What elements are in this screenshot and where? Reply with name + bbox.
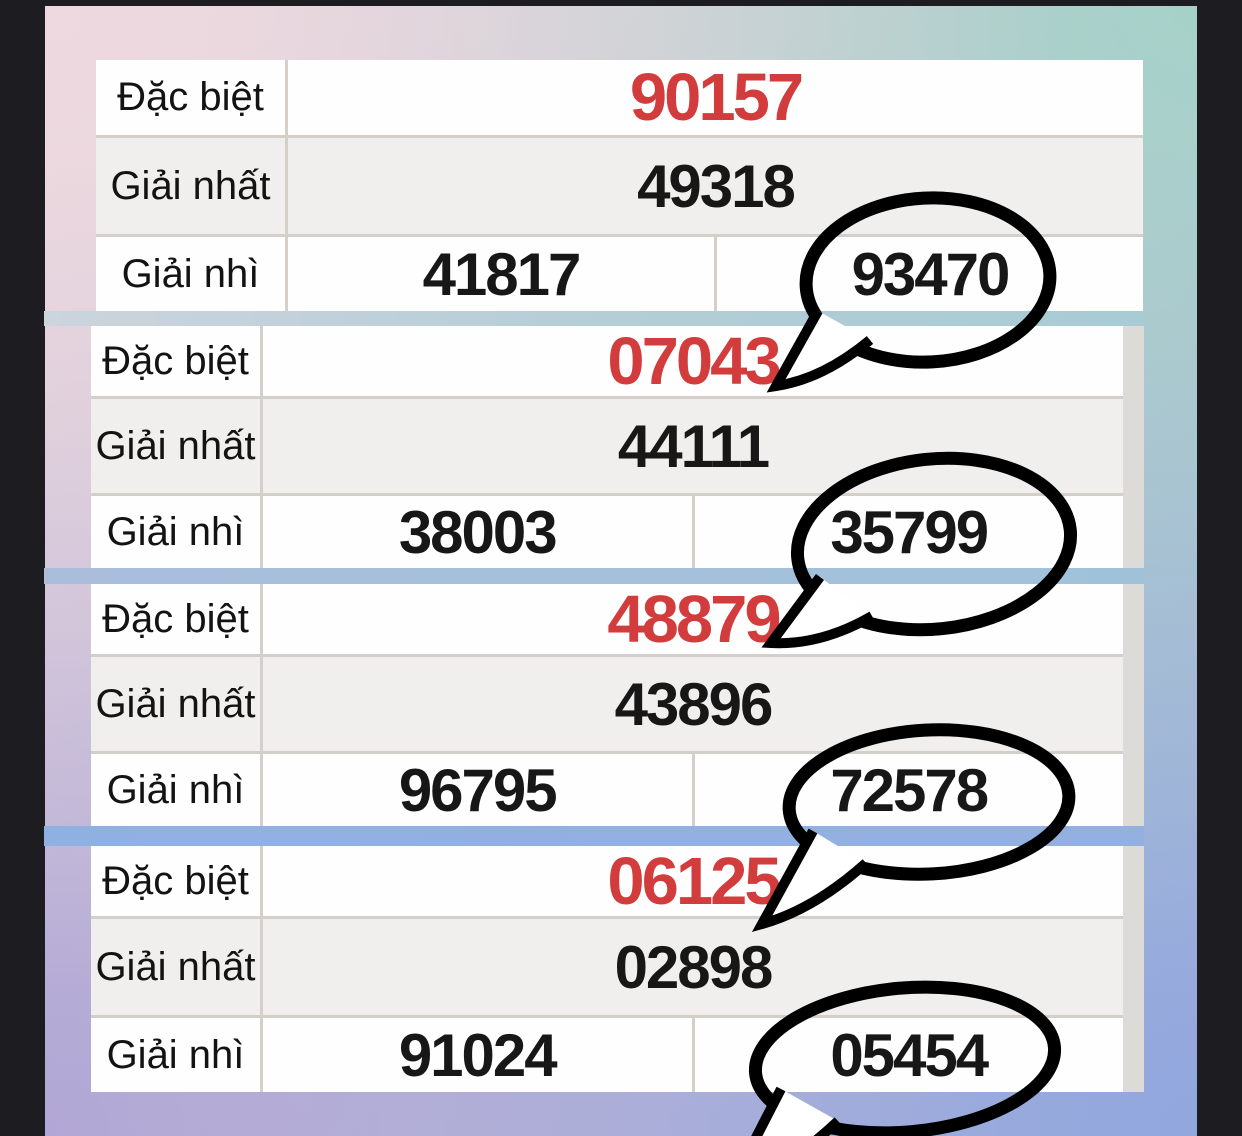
special-prize-value: 90157: [288, 60, 1143, 135]
second-prize-value: 91024: [263, 1018, 692, 1092]
table-row-first-prize: Giải nhất 43896: [91, 657, 1123, 751]
second-prize-value: 41817: [288, 237, 714, 311]
table-row-second-prize: Giải nhì 38003 35799: [91, 496, 1123, 568]
special-prize-value: 48879: [263, 584, 1123, 654]
second-prize-value-circled: 35799: [694, 496, 1123, 568]
prize-label-cell: Đặc biệt: [91, 326, 260, 396]
table-row-second-prize: Giải nhì 41817 93470: [96, 237, 1143, 311]
prize-label-cell: Giải nhì: [96, 237, 285, 311]
prize-label-cell: Đặc biệt: [91, 846, 260, 916]
prize-label-cell: Giải nhì: [91, 1018, 260, 1092]
prize-label-cell: Giải nhì: [91, 754, 260, 826]
table-edge-strip: [1123, 326, 1144, 568]
lottery-result-table: Đặc biệt 90157 Giải nhất 49318 Giải nhì 41817…: [96, 60, 1143, 311]
second-prize-value: 38003: [263, 496, 692, 568]
prize-label-cell: Giải nhất: [91, 399, 260, 493]
first-prize-value: 44111: [263, 399, 1123, 493]
lottery-result-table: Đặc biệt 06125 Giải nhất 02898 Giải nhì 91024…: [91, 846, 1123, 1092]
separator-bar: [44, 568, 1144, 584]
special-prize-value: 06125: [263, 846, 1123, 916]
prize-label-cell: Giải nhất: [91, 919, 260, 1015]
second-prize-value: 96795: [263, 754, 692, 826]
table-row-second-prize: Giải nhì 91024 05454: [91, 1018, 1123, 1092]
prize-label-cell: Đặc biệt: [91, 584, 260, 654]
prize-label-cell: Đặc biệt: [96, 60, 285, 135]
second-prize-value-circled: 72578: [694, 754, 1123, 826]
table-row-first-prize: Giải nhất 02898: [91, 919, 1123, 1015]
table-row-first-prize: Giải nhất 44111: [91, 399, 1123, 493]
prize-label-cell: Giải nhì: [91, 496, 260, 568]
table-edge-strip: [1123, 584, 1144, 826]
lottery-result-table: Đặc biệt 48879 Giải nhất 43896 Giải nhì 96795…: [91, 584, 1123, 826]
first-prize-value: 43896: [263, 657, 1123, 751]
separator-bar: [44, 311, 1144, 326]
second-prize-value-circled: 93470: [717, 237, 1143, 311]
table-row-second-prize: Giải nhì 96795 72578: [91, 754, 1123, 826]
separator-bar: [44, 826, 1144, 846]
table-row-special-prize: Đặc biệt 48879: [91, 584, 1123, 654]
table-row-special-prize: Đặc biệt 07043: [91, 326, 1123, 396]
lottery-result-table: Đặc biệt 07043 Giải nhất 44111 Giải nhì 38003…: [91, 326, 1123, 568]
table-edge-strip: [1123, 846, 1144, 1092]
table-row-special-prize: Đặc biệt 90157: [96, 60, 1143, 135]
prize-label-cell: Giải nhất: [96, 138, 285, 234]
table-row-special-prize: Đặc biệt 06125: [91, 846, 1123, 916]
second-prize-value-circled: 05454: [694, 1018, 1123, 1092]
special-prize-value: 07043: [263, 326, 1123, 396]
first-prize-value: 02898: [263, 919, 1123, 1015]
first-prize-value: 49318: [288, 138, 1143, 234]
prize-label-cell: Giải nhất: [91, 657, 260, 751]
table-row-first-prize: Giải nhất 49318: [96, 138, 1143, 234]
